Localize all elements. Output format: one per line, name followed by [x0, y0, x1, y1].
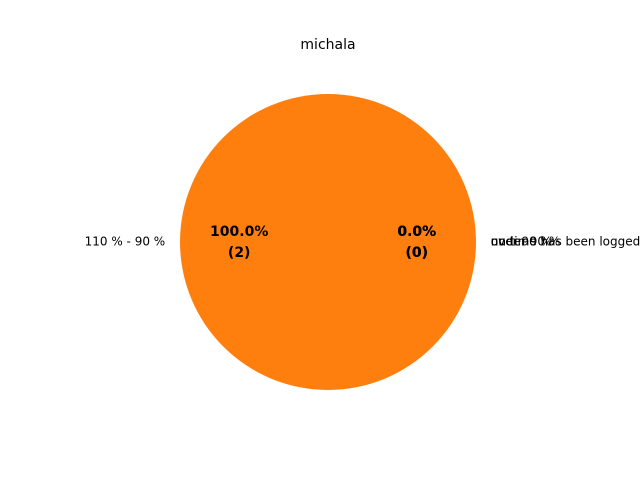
slice-count-label: (0) [406, 245, 429, 261]
slice-percent-label: 0.0% [397, 224, 436, 240]
slice-count-label: (2) [228, 245, 251, 261]
slice-percent-label: 100.0% [210, 224, 268, 240]
slice-category-label: under 90 % [491, 235, 560, 249]
slice-category-label: no time has been logged [491, 235, 640, 249]
pie-labels: 110 % - 90 % 100.0% (2) over 90 % 0.0% (0) und… [85, 224, 640, 261]
chart-title: michala [300, 37, 355, 53]
slice-category-label: over 90 % [491, 235, 552, 249]
slice-percent-label: 0.0% [397, 224, 436, 240]
slice-count-label: (0) [406, 245, 429, 261]
slice-category-label: 110 % - 90 % [85, 235, 166, 249]
pie-slices [180, 94, 476, 390]
slice-percent-label: 0.0% [397, 224, 436, 240]
pie-slice [180, 94, 476, 390]
slice-count-label: (0) [406, 245, 429, 261]
